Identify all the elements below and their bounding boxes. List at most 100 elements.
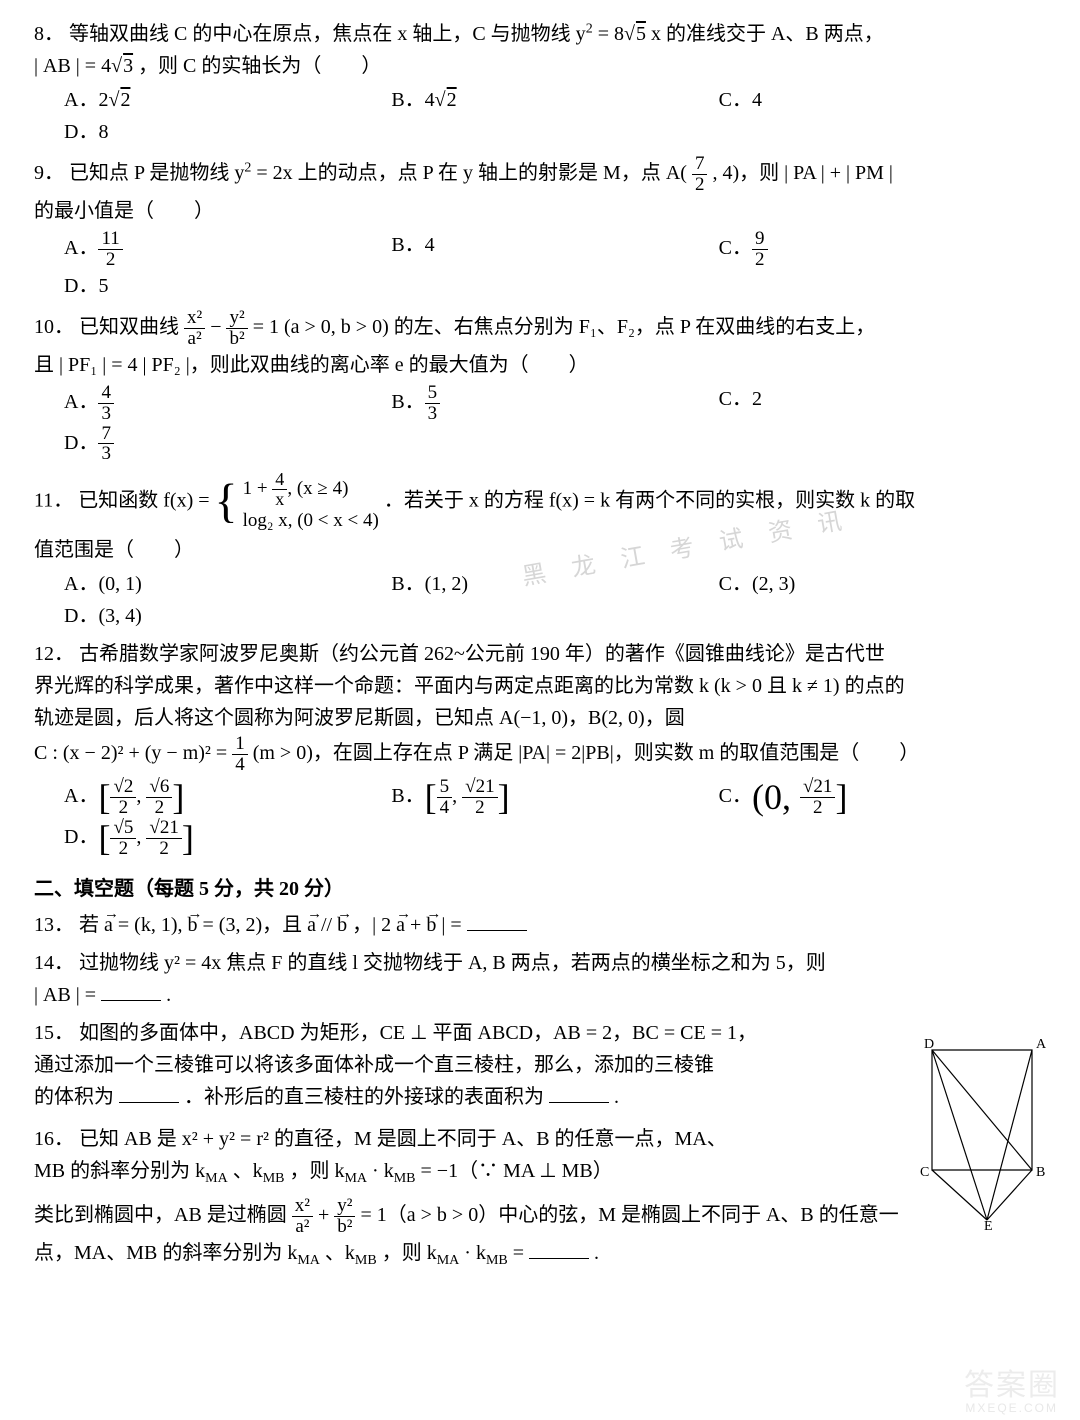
q11-options: A．(0, 1) B．(1, 2) C．(2, 3) D．(3, 4) xyxy=(64,568,1046,632)
q9-opt-d: D．5 xyxy=(64,270,986,302)
q11-body-b: ．若关于 x 的方程 f(x) = k 有两个不同的实根，则实数 k 的取 xyxy=(384,490,915,512)
q13-blank xyxy=(467,911,527,931)
question-10: 10． 已知双曲线 x²a² − y²b² = 1 (a > 0, b > 0)… xyxy=(34,308,1046,465)
q9-body-a: 已知点 P 是抛物线 y xyxy=(69,162,244,184)
q10-num: 10． xyxy=(34,316,74,338)
q16-l4a: 点，MA、MB 的斜率分别为 k xyxy=(34,1242,297,1264)
q10-line2: 且 | PF₁ | = 4 | PF₂ |，则此双曲线的离心率 e 的最大值为（… xyxy=(34,354,589,376)
section-2-header: 二、填空题（每题 5 分，共 20 分） xyxy=(34,873,1046,905)
q8-body-c: x 的准线交于 A、B 两点， xyxy=(651,23,884,45)
q13-vec-b: b xyxy=(188,914,198,936)
question-9: 9． 已知点 P 是抛物线 y2 = 2x 上的动点，点 P 在 y 轴上的射影… xyxy=(34,154,1046,302)
question-14: 14． 过抛物线 y² = 4x 焦点 F 的直线 l 交抛物线于 A, B 两… xyxy=(34,947,1046,1011)
q16-l4c: ，则 k xyxy=(382,1242,437,1264)
q11-opt-b: B．(1, 2) xyxy=(391,568,658,600)
q16-body-a: 已知 AB 是 x² + y² = r² 的直径，M 是圆上不同于 A、B 的任… xyxy=(79,1128,727,1150)
question-12: 12． 古希腊数学家阿波罗尼奥斯（约公元首 262~公元前 190 年）的著作《… xyxy=(34,638,1046,859)
q15-line3b: ．补形后的直三棱柱的外接球的表面积为 xyxy=(184,1086,544,1108)
q13-vec-a: a xyxy=(104,914,113,936)
q12-line2: 界光辉的科学成果，著作中这样一个命题：平面内与两定点距离的比为常数 k (k >… xyxy=(34,675,905,697)
q8-body-b: = 8 xyxy=(598,23,624,45)
q16-l4b: 、k xyxy=(325,1242,355,1264)
q11-opt-c: C．(2, 3) xyxy=(719,568,986,600)
q8-num: 8． xyxy=(34,23,64,45)
watermark-url: MXEQE.COM xyxy=(965,1399,1058,1418)
q8-sqrt5: 5 xyxy=(635,23,646,45)
q10-opt-c: C．2 xyxy=(719,383,986,424)
q10-frac1: x²a² xyxy=(184,308,205,349)
q9-line2: 的最小值是（ ） xyxy=(34,200,214,222)
q15-blank2 xyxy=(549,1083,609,1103)
page-content: 8． 等轴双曲线 C 的中心在原点，焦点在 x 轴上，C 与抛物线 y2 = 8… xyxy=(34,18,1046,1272)
q16-eq2: = xyxy=(513,1242,529,1264)
q8-sqrt3: 3 xyxy=(122,55,133,77)
question-13: 13． 若 a = (k, 1), b = (3, 2)，且 a // b ，|… xyxy=(34,909,1046,941)
q10-opt-d: D．73 xyxy=(64,424,986,465)
q12-num: 12． xyxy=(34,643,74,665)
q14-blank xyxy=(101,981,161,1001)
q16-subma3: MA xyxy=(297,1253,320,1268)
q15-blank1 xyxy=(119,1083,179,1103)
q12-line4b: (m > 0)，在圆上存在点 P 满足 |PA| = 2|PB|，则实数 m 的… xyxy=(253,742,920,764)
question-15: 15． 如图的多面体中，ABCD 为矩形，CE ⊥ 平面 ABCD，AB = 2… xyxy=(34,1017,1046,1113)
q8-opt-a: A．22 xyxy=(64,84,331,116)
q10-opt-a: A．43 xyxy=(64,383,331,424)
q15-line3a: 的体积为 xyxy=(34,1086,114,1108)
q16-l2b: 、k xyxy=(233,1160,263,1182)
q16-plus: + xyxy=(318,1204,334,1226)
q12-opt-a: A．[√22, √62] xyxy=(64,777,331,818)
q11-piecewise: 1 + 4x, (x ≥ 4) log₂ x, (0 < x < 4) xyxy=(243,470,379,534)
q14-period: . xyxy=(166,984,171,1006)
q12-frac1: 14 xyxy=(232,734,248,775)
q10-options: A．43 B．53 C．2 D．73 xyxy=(64,383,1046,465)
q14-body: 过抛物线 y² = 4x 焦点 F 的直线 l 交抛物线于 A, B 两点，若两… xyxy=(79,952,826,974)
q9-num: 9． xyxy=(34,162,64,184)
q12-body-a: 古希腊数学家阿波罗尼奥斯（约公元首 262~公元前 190 年）的著作《圆锥曲线… xyxy=(79,643,885,665)
q8-opt-d: D．8 xyxy=(64,116,986,148)
question-11: 11． 已知函数 f(x) = { 1 + 4x, (x ≥ 4) log₂ x… xyxy=(34,470,1046,632)
q13-vec-b2: b xyxy=(337,914,347,936)
q10-body-b: = 1 (a > 0, b > 0) 的左、右焦点分别为 F₁、F₂，点 P 在… xyxy=(253,316,876,338)
q16-submb3: MB xyxy=(355,1253,377,1268)
q13-vec-b3: b xyxy=(426,914,436,936)
q15-num: 15． xyxy=(34,1022,74,1044)
q16-l2a: MB 的斜率分别为 k xyxy=(34,1160,205,1182)
q16-submb2: MB xyxy=(394,1171,416,1186)
q16-l3a: 类比到椭圆中，AB 是过椭圆 xyxy=(34,1204,292,1226)
q9-frac1: 72 xyxy=(692,154,708,195)
q15-line2: 通过添加一个三棱锥可以将该多面体补成一个直三棱柱，那么，添加的三棱锥 xyxy=(34,1054,714,1076)
q11-opt-a: A．(0, 1) xyxy=(64,568,331,600)
question-16: 16． 已知 AB 是 x² + y² = r² 的直径，M 是圆上不同于 A、… xyxy=(34,1123,1046,1190)
q15-body: 如图的多面体中，ABCD 为矩形，CE ⊥ 平面 ABCD，AB = 2，BC … xyxy=(79,1022,757,1044)
q10-minus: − xyxy=(210,316,226,338)
question-16-cont: 类比到椭圆中，AB 是过椭圆 x²a² + y²b² = 1（a > b > 0… xyxy=(34,1196,1046,1272)
q16-subma: MA xyxy=(205,1171,228,1186)
q12-opt-b: B．[54, √212] xyxy=(391,777,658,818)
q16-submb4: MB xyxy=(486,1253,508,1268)
q8-body-a: 等轴双曲线 C 的中心在原点，焦点在 x 轴上，C 与抛物线 y xyxy=(69,23,586,45)
q9-opt-b: B．4 xyxy=(391,229,658,270)
q16-dot2: · k xyxy=(464,1242,486,1264)
q13-end: | = xyxy=(441,914,466,936)
q16-num: 16． xyxy=(34,1128,74,1150)
q16-frac1: x²a² xyxy=(292,1196,313,1237)
q9-opt-c: C．92 xyxy=(719,229,986,270)
q13-eqb: = (3, 2)，且 xyxy=(203,914,308,936)
q14-line2: | AB | = xyxy=(34,984,101,1006)
q16-eq: = −1（∵ MA ⊥ MB） xyxy=(421,1160,613,1182)
q8-line2b: ，则 C 的实轴长为（ ） xyxy=(138,55,381,77)
q11-line2: 值范围是（ ） xyxy=(34,539,194,561)
question-8: 8． 等轴双曲线 C 的中心在原点，焦点在 x 轴上，C 与抛物线 y2 = 8… xyxy=(34,18,1046,148)
q12-line3: 轨迹是圆，后人将这个圆称为阿波罗尼斯圆，已知点 A(−1, 0)，B(2, 0)… xyxy=(34,707,685,729)
q13-eqa: = (k, 1), xyxy=(118,914,188,936)
q16-dot: · k xyxy=(372,1160,394,1182)
q13-a: 若 xyxy=(79,914,104,936)
q13-mid: ，| 2 xyxy=(352,914,391,936)
q12-line4a: C : (x − 2)² + (y − m)² = xyxy=(34,742,232,764)
q14-num: 14． xyxy=(34,952,74,974)
q16-blank xyxy=(529,1239,589,1259)
q10-frac2: y²b² xyxy=(226,308,247,349)
q13-par: // xyxy=(321,914,337,936)
q16-l2c: ，则 k xyxy=(289,1160,344,1182)
q13-vec-a3: a xyxy=(396,914,405,936)
